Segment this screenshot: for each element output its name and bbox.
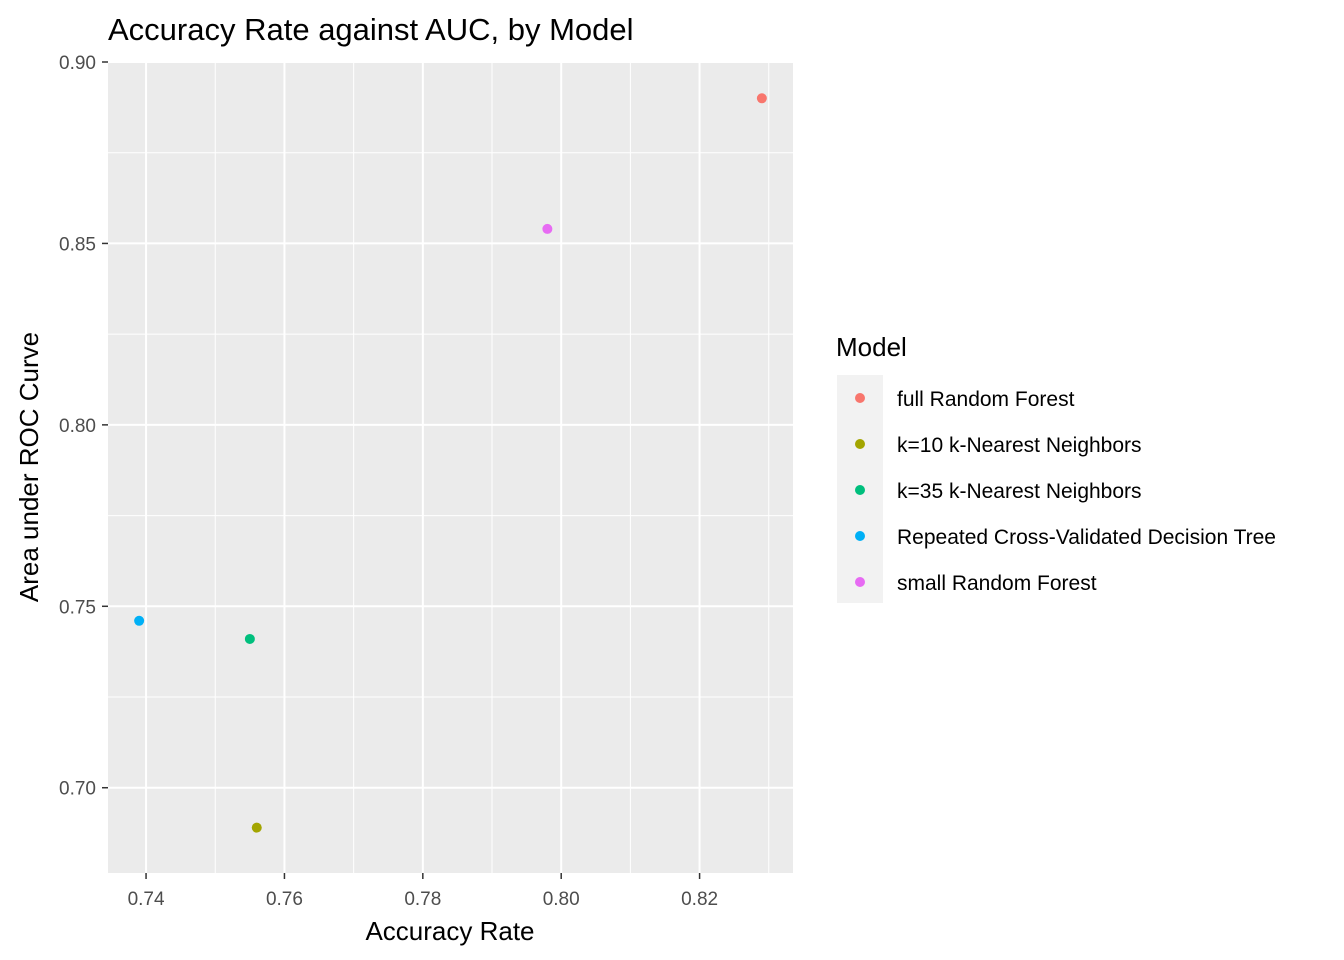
legend-label: full Random Forest: [897, 388, 1075, 411]
x-axis-ticks: 0.74 0.76 0.78 0.80 0.82: [128, 873, 718, 910]
grid-lines: [108, 61, 793, 873]
x-tick-label: 0.82: [681, 889, 718, 910]
x-tick-label: 0.74: [128, 889, 165, 910]
legend-key: [855, 531, 865, 541]
y-axis-ticks: 0.70 0.75 0.80 0.85 0.90: [59, 53, 108, 800]
legend-items: full Random Forest k=10 k-Nearest Neighbo…: [855, 388, 1276, 595]
legend: Model full Random Forest k=10 k-Nearest N…: [836, 332, 1276, 603]
x-tick-label: 0.76: [266, 889, 303, 910]
y-tick-label: 0.85: [59, 234, 96, 255]
chart-title: Accuracy Rate against AUC, by Model: [108, 12, 634, 47]
x-tick-label: 0.78: [404, 889, 441, 910]
x-tick-label: 0.80: [543, 889, 580, 910]
legend-key: [855, 485, 865, 495]
data-points: [134, 93, 767, 833]
data-point: [756, 93, 767, 104]
legend-key: [855, 393, 865, 403]
legend-label: Repeated Cross-Validated Decision Tree: [897, 526, 1276, 549]
data-point: [244, 633, 255, 644]
legend-label: k=35 k-Nearest Neighbors: [897, 480, 1142, 503]
y-tick-label: 0.90: [59, 53, 96, 74]
data-point: [542, 223, 553, 234]
x-axis-title: Accuracy Rate: [365, 916, 534, 946]
y-tick-label: 0.70: [59, 779, 96, 800]
data-point: [251, 822, 262, 833]
data-point: [134, 615, 145, 626]
plot-panel: [108, 62, 793, 873]
y-tick-label: 0.75: [59, 597, 96, 618]
legend-key: [855, 439, 865, 449]
legend-title: Model: [836, 332, 907, 362]
y-tick-label: 0.80: [59, 416, 96, 437]
legend-label: k=10 k-Nearest Neighbors: [897, 434, 1142, 457]
y-axis-title: Area under ROC Curve: [14, 332, 44, 602]
legend-key: [855, 577, 865, 587]
legend-label: small Random Forest: [897, 572, 1097, 595]
